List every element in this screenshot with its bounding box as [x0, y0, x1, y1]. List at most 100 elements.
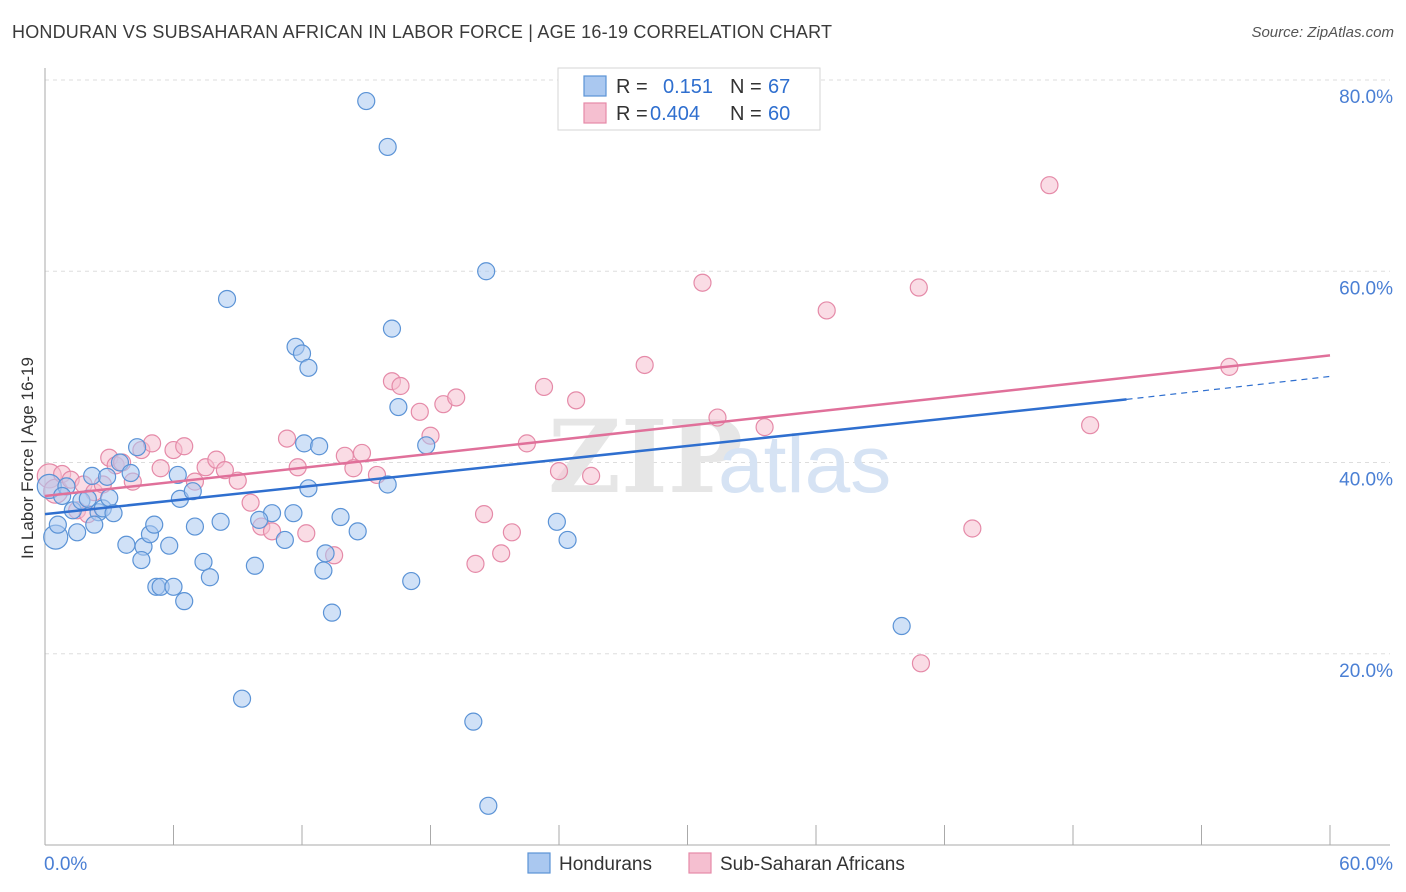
legend-r-label-2: R = [616, 103, 648, 125]
honduran-point [477, 262, 496, 281]
honduran-point [250, 510, 269, 529]
grid-lines [45, 79, 1390, 655]
subsaharan-point [963, 519, 982, 538]
subsaharan-point [693, 273, 712, 292]
honduran-point [232, 689, 252, 708]
subsaharan-point [262, 522, 282, 541]
honduran-point [348, 522, 367, 541]
honduran-point [389, 397, 408, 417]
subsaharan-point [277, 429, 297, 448]
honduran-point [145, 515, 164, 534]
subsaharan-point [911, 654, 931, 673]
honduran-point [194, 552, 213, 572]
legend-n-label-1: N = [730, 76, 762, 98]
honduran-point [382, 319, 402, 338]
subsaharan-point [492, 544, 511, 563]
chart-title: HONDURAN VS SUBSAHARAN AFRICAN IN LABOR … [12, 22, 833, 42]
honduran-point [284, 504, 303, 523]
honduran-point [160, 536, 179, 555]
honduran-point [314, 561, 333, 580]
subsaharan-point [567, 391, 586, 410]
honduran-trend-line [44, 398, 1127, 516]
subsaharan-point [391, 376, 410, 396]
honduran-point [117, 535, 136, 554]
subsaharan-point [410, 402, 429, 421]
subsaharan-point [582, 466, 601, 485]
honduran-point [479, 796, 498, 815]
subsaharan-trend-line [44, 354, 1331, 498]
honduran-point [185, 517, 205, 536]
subsaharan-point [534, 377, 554, 397]
legend-r-value-1: 0.151 [663, 76, 713, 98]
honduran-point [299, 479, 318, 498]
subsaharan-point [297, 524, 316, 543]
subsaharan-point [474, 505, 494, 524]
honduran-point [245, 556, 264, 575]
legend-swatch-hondurans [583, 75, 607, 97]
y-tick-label-60: 60.0% [1339, 278, 1393, 299]
series-legend: Hondurans Sub-Saharan Africans [527, 852, 905, 875]
honduran-point [121, 463, 140, 483]
honduran-point [68, 523, 87, 542]
honduran-point [295, 434, 314, 453]
honduran-point [100, 488, 119, 507]
subsaharan-point [447, 388, 466, 407]
honduran-point [168, 465, 187, 485]
honduran-point [275, 530, 294, 550]
honduran-point [299, 358, 318, 377]
honduran-point [211, 512, 230, 531]
subsaharan-point [817, 301, 836, 320]
subsaharan-point [755, 418, 774, 437]
y-tick-label-20: 20.0% [1339, 661, 1393, 682]
y-tick-label-40: 40.0% [1339, 470, 1393, 491]
axes [44, 68, 1390, 846]
honduran-point [48, 515, 67, 534]
subsaharan-point [909, 278, 928, 297]
subsaharan-point [215, 461, 234, 480]
subsaharan-point [1081, 416, 1100, 435]
y-axis-label: In Labor Force | Age 16-19 [18, 357, 37, 559]
honduran-point [316, 544, 335, 563]
honduran-point [417, 436, 436, 455]
x-tick-label-min: 0.0% [44, 854, 87, 875]
y-tick-label-80: 80.0% [1339, 87, 1393, 108]
series-label-subsaharan: Sub-Saharan Africans [720, 854, 905, 875]
subsaharan-point [352, 443, 372, 463]
subsaharan-point [549, 462, 569, 481]
source-credit: Source: ZipAtlas.com [1251, 24, 1394, 41]
honduran-point [217, 289, 237, 309]
subsaharan-point [635, 355, 654, 375]
legend-n-value-2: 60 [768, 103, 790, 125]
honduran-trend-extension [1126, 375, 1331, 400]
honduran-point [85, 515, 104, 534]
honduran-point [310, 437, 329, 456]
subsaharan-point [241, 493, 260, 512]
subsaharan-point [466, 554, 485, 573]
honduran-point [378, 475, 397, 494]
honduran-point [104, 504, 123, 523]
correlation-legend: R = 0.151 N = 67 R = 0.404 N = 60 [557, 67, 821, 131]
legend-r-value-2: 0.404 [650, 103, 700, 125]
series-swatch-hondurans [527, 852, 551, 874]
subsaharan-point [142, 434, 162, 453]
subsaharan-point [502, 523, 521, 542]
honduran-point [322, 603, 342, 622]
legend-n-value-1: 67 [768, 76, 790, 98]
watermark: ZIP atlas [548, 398, 891, 516]
honduran-point [402, 571, 421, 591]
series-swatch-subsaharan [688, 852, 712, 874]
honduran-point [331, 507, 350, 527]
x-tick-labels: 0.0% 60.0% [44, 854, 1393, 875]
series-label-hondurans: Hondurans [559, 854, 652, 875]
honduran-point [378, 137, 397, 157]
trend-lines [44, 354, 1331, 516]
subsaharan-point [151, 459, 170, 478]
honduran-point [132, 550, 151, 570]
subsaharan-point [1040, 176, 1059, 195]
y-tick-labels: 20.0% 40.0% 60.0% 80.0% [1339, 87, 1393, 682]
subsaharan-point [175, 437, 194, 456]
honduran-point [127, 438, 147, 457]
honduran-point [558, 530, 577, 550]
x-tick-label-max: 60.0% [1339, 854, 1393, 875]
honduran-point [357, 91, 376, 111]
